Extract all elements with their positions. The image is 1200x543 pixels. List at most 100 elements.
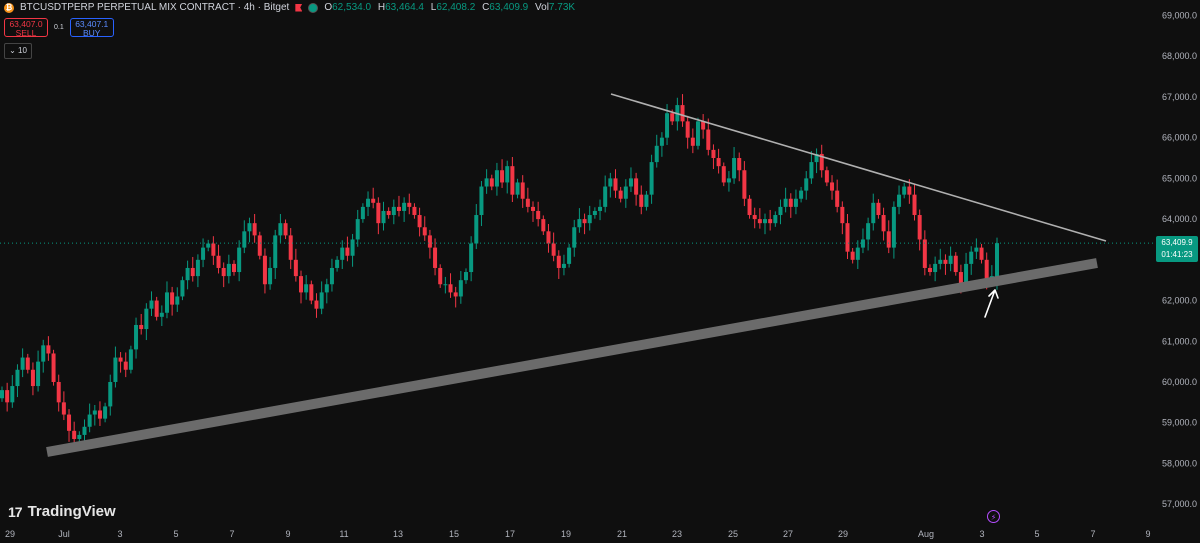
market-status-icon (308, 2, 319, 13)
candle-body (752, 215, 757, 220)
candle-body (159, 312, 164, 317)
candle-body (561, 263, 566, 268)
time-tick-label: 21 (617, 529, 627, 539)
candle-body (257, 235, 262, 256)
candle-body (881, 215, 886, 232)
candle-body (221, 267, 226, 277)
buy-button[interactable]: 63,407.1 BUY (69, 18, 114, 38)
candle-body (974, 247, 979, 252)
candle-body (87, 414, 92, 427)
candle-body (61, 402, 66, 415)
event-marker-icon[interactable]: ⚡ (987, 510, 1000, 523)
candle-body (113, 357, 118, 382)
price-tick-label: 64,000.0 (1162, 214, 1197, 224)
candle-body (860, 239, 865, 248)
ohlc-readout: O62,534.0 H63,464.4 L62,408.2 C63,409.9 … (324, 2, 576, 13)
resistance-trendline[interactable] (610, 93, 1107, 242)
symbol-title[interactable]: BTCUSDTPERP PERPETUAL MIX CONTRACT · 4h … (20, 2, 290, 13)
candle-body (335, 259, 340, 268)
time-axis[interactable]: 29 Jul 3 5 7 9 11 13 15 17 19 21 23 25 27 29 Aug 3 5 7 9 (5, 529, 1151, 539)
candle-body (386, 210, 391, 216)
candle-body (979, 247, 984, 260)
tradingview-mark-icon: 17 (8, 503, 23, 520)
candle-body (422, 227, 427, 236)
candle-body (649, 162, 654, 195)
candle-body (448, 284, 453, 293)
candle-body (463, 272, 468, 281)
candle-body (82, 426, 87, 435)
support-trendline-band[interactable] (46, 258, 1098, 457)
sell-button[interactable]: 63,407.0 SELL (4, 18, 48, 38)
candle-body (345, 247, 350, 256)
candle-body (247, 223, 252, 232)
candle-body (314, 300, 319, 309)
candle-body (15, 369, 20, 387)
candle-body (639, 194, 644, 207)
candle-body (608, 178, 613, 187)
candle-body (536, 210, 541, 220)
candle-body (278, 223, 283, 236)
candle-body (628, 178, 633, 187)
arrow-annotation[interactable] (984, 289, 999, 318)
candle-body (72, 430, 77, 439)
time-tick-label: 11 (339, 529, 348, 539)
candle-body (525, 198, 530, 207)
candle-body (288, 235, 293, 260)
candle-body (763, 219, 768, 224)
candle-body (943, 259, 948, 264)
candle-body (443, 284, 448, 286)
candle-body (964, 263, 969, 285)
candle-body (830, 182, 835, 191)
candle-body (505, 166, 510, 183)
price-tick-label: 66,000.0 (1162, 133, 1197, 143)
candle-body (757, 219, 762, 224)
candle-body (799, 190, 804, 199)
candle-body (613, 178, 618, 191)
time-tick-label: 17 (505, 529, 515, 539)
price-axis[interactable]: 69,000.0 68,000.0 67,000.0 66,000.0 65,000.0… (1162, 11, 1197, 510)
candle-body (360, 206, 365, 220)
candle-body (768, 219, 773, 224)
candle-body (876, 202, 881, 216)
candle-body (195, 259, 200, 277)
candle-body (438, 267, 443, 285)
candle-body (824, 170, 829, 183)
quantity-value: 10 (18, 46, 27, 55)
candle-body (185, 267, 190, 281)
candle-body (25, 357, 30, 370)
candle-body (484, 178, 489, 187)
candle-body (56, 381, 61, 403)
time-tick-label: 3 (979, 529, 984, 539)
candle-body (948, 255, 953, 264)
candle-body (92, 410, 97, 415)
tradingview-logo[interactable]: 17 TradingView (8, 503, 116, 520)
candle-body (747, 198, 752, 216)
time-tick-label: 9 (285, 529, 290, 539)
candle-body (814, 153, 819, 163)
candle-body (984, 259, 989, 281)
candle-body (912, 194, 917, 216)
candle-body (67, 414, 72, 431)
candle-body (402, 202, 407, 211)
time-tick-label: 13 (393, 529, 403, 539)
price-tick-label: 62,000.0 (1162, 296, 1197, 306)
candle-body (742, 170, 747, 199)
time-tick-label: 15 (449, 529, 459, 539)
current-price-value: 63,409.9 (1161, 238, 1193, 247)
candle-body (541, 219, 546, 232)
current-price-tag: 63,409.9 01:41:23 (1156, 236, 1198, 262)
time-tick-label: 23 (672, 529, 682, 539)
candle-body (840, 206, 845, 224)
candle-body (20, 357, 25, 370)
candle-body (716, 158, 721, 167)
candle-body (77, 434, 82, 439)
quantity-dropdown[interactable]: ⌄ 10 (4, 43, 32, 59)
flag-icon[interactable] (295, 3, 303, 12)
candle-body (515, 182, 520, 195)
candle-body (190, 267, 195, 277)
candle-body (567, 247, 572, 264)
candle-body (871, 202, 876, 224)
candle-body (706, 129, 711, 150)
